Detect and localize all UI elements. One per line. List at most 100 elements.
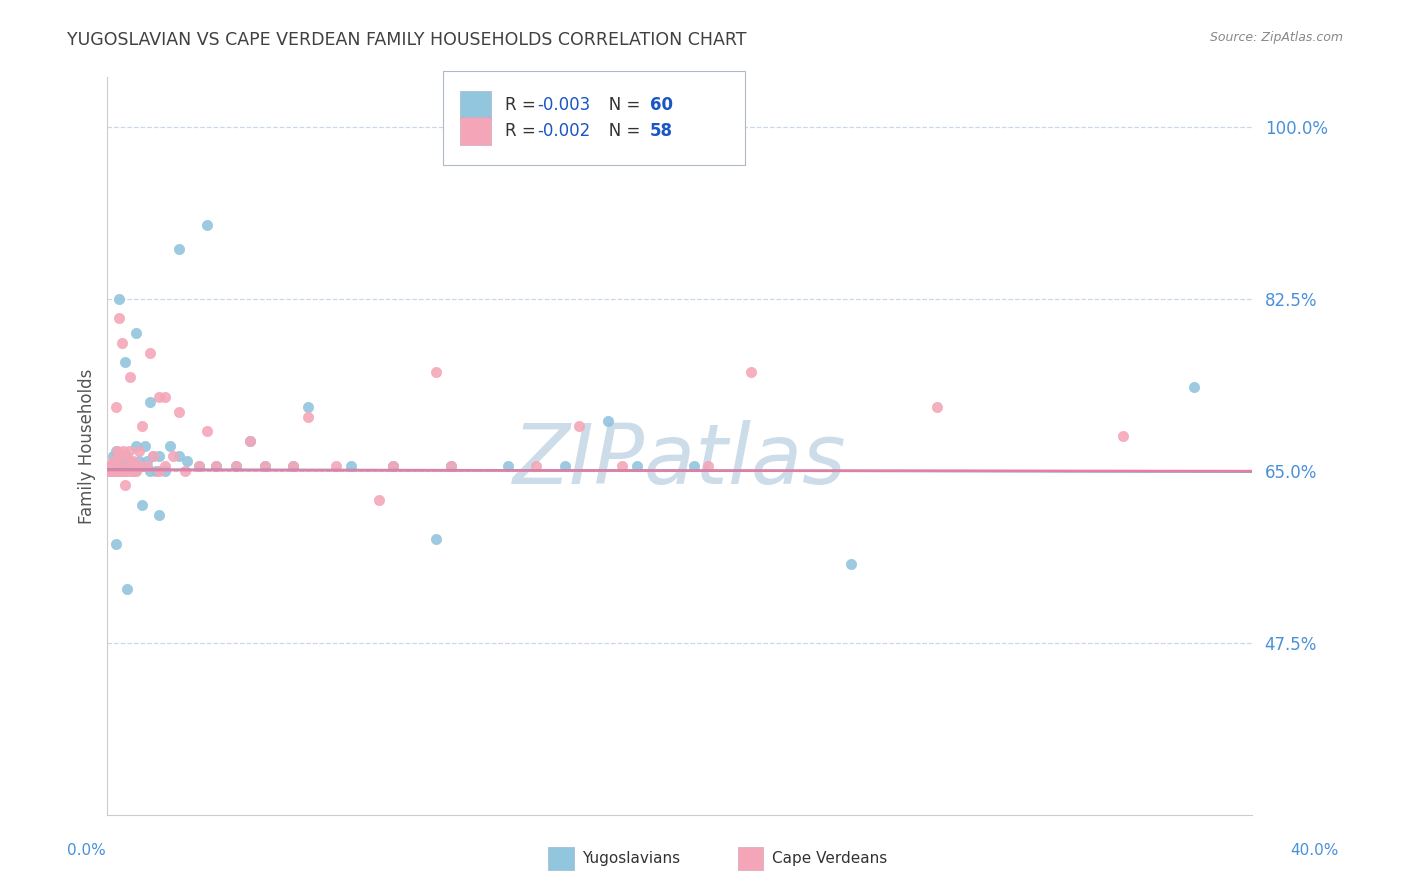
- Point: [98, 458, 121, 473]
- Text: Cape Verdeans: Cape Verdeans: [772, 851, 887, 865]
- Point: [283, 458, 305, 473]
- Point: [120, 458, 142, 473]
- Point: [153, 458, 176, 473]
- Point: [104, 464, 127, 478]
- Point: [105, 444, 128, 458]
- Point: [103, 458, 125, 473]
- Point: [162, 449, 184, 463]
- Point: [382, 458, 405, 473]
- Text: YUGOSLAVIAN VS CAPE VERDEAN FAMILY HOUSEHOLDS CORRELATION CHART: YUGOSLAVIAN VS CAPE VERDEAN FAMILY HOUSE…: [67, 31, 747, 49]
- Point: [124, 458, 146, 473]
- Point: [682, 458, 704, 473]
- Point: [159, 439, 181, 453]
- Text: 58: 58: [650, 122, 672, 140]
- Y-axis label: Family Households: Family Households: [79, 368, 96, 524]
- Point: [167, 449, 190, 463]
- Point: [148, 464, 170, 478]
- Point: [134, 439, 156, 453]
- Point: [115, 464, 138, 478]
- Point: [114, 355, 136, 369]
- Point: [97, 464, 120, 478]
- Point: [114, 449, 136, 463]
- Point: [425, 365, 447, 379]
- Point: [368, 493, 391, 508]
- Point: [740, 365, 762, 379]
- Point: [325, 458, 347, 473]
- Point: [526, 458, 548, 473]
- Point: [110, 464, 132, 478]
- Point: [187, 458, 209, 473]
- Point: [97, 464, 120, 478]
- Point: [136, 454, 159, 468]
- Point: [496, 458, 519, 473]
- Point: [111, 464, 134, 478]
- Point: [131, 419, 153, 434]
- Point: [173, 464, 195, 478]
- Point: [108, 464, 131, 478]
- Point: [205, 458, 228, 473]
- Point: [382, 458, 405, 473]
- Text: 0.0%: 0.0%: [67, 843, 107, 858]
- Text: Source: ZipAtlas.com: Source: ZipAtlas.com: [1209, 31, 1343, 45]
- Point: [225, 458, 247, 473]
- Point: [440, 458, 463, 473]
- Text: R =: R =: [505, 96, 541, 114]
- Point: [139, 345, 162, 359]
- Point: [117, 458, 139, 473]
- Point: [197, 424, 219, 438]
- Point: [697, 458, 720, 473]
- Point: [253, 458, 276, 473]
- Point: [839, 557, 862, 571]
- Point: [124, 464, 146, 478]
- Text: R =: R =: [505, 122, 541, 140]
- Point: [440, 458, 463, 473]
- Point: [98, 458, 121, 473]
- Point: [110, 458, 132, 473]
- Point: [131, 498, 153, 512]
- Point: [125, 464, 148, 478]
- Point: [142, 449, 165, 463]
- Point: [120, 458, 142, 473]
- Point: [176, 454, 198, 468]
- Point: [187, 458, 209, 473]
- Point: [101, 449, 124, 463]
- Point: [108, 292, 131, 306]
- Point: [118, 444, 141, 458]
- Point: [117, 582, 139, 596]
- Point: [568, 419, 591, 434]
- Point: [239, 434, 262, 448]
- Point: [297, 409, 319, 424]
- Point: [283, 458, 305, 473]
- Point: [122, 454, 145, 468]
- Point: [297, 400, 319, 414]
- Point: [139, 394, 162, 409]
- Text: N =: N =: [593, 122, 645, 140]
- Point: [225, 458, 247, 473]
- Point: [253, 458, 276, 473]
- Point: [128, 454, 150, 468]
- Point: [108, 311, 131, 326]
- Point: [148, 390, 170, 404]
- Text: 60: 60: [650, 96, 672, 114]
- Point: [103, 464, 125, 478]
- Point: [112, 444, 135, 458]
- Point: [1182, 380, 1205, 394]
- Point: [115, 449, 138, 463]
- Point: [125, 326, 148, 340]
- Point: [121, 464, 143, 478]
- Point: [153, 464, 176, 478]
- Point: [105, 449, 128, 463]
- Point: [167, 243, 190, 257]
- Point: [148, 508, 170, 522]
- Point: [108, 449, 131, 463]
- Point: [121, 464, 143, 478]
- Point: [197, 218, 219, 232]
- Point: [339, 458, 361, 473]
- Point: [114, 478, 136, 492]
- Point: [148, 449, 170, 463]
- Point: [120, 370, 142, 384]
- Point: [136, 458, 159, 473]
- Text: 40.0%: 40.0%: [1291, 843, 1339, 858]
- Point: [117, 464, 139, 478]
- Point: [626, 458, 648, 473]
